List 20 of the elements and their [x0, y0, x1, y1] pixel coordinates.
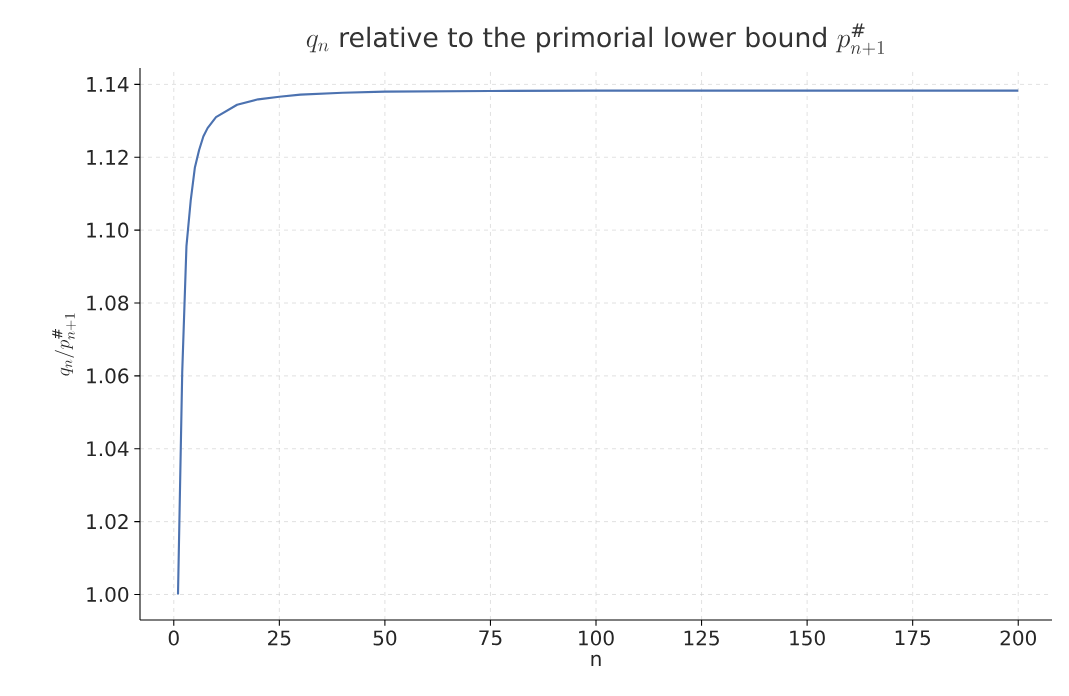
chart-title: $q_n \text{ relative to the primorial lower bound } p_{n+1}^{\#}$ — [306, 23, 885, 56]
y-tick-label: 1.04 — [87, 441, 129, 457]
x-axis-title: n — [591, 654, 601, 666]
y-tick-label: 1.14 — [87, 77, 129, 92]
x-tick-label: 50 — [373, 630, 397, 646]
x-tick-label: 200 — [1000, 630, 1036, 646]
x-tick-label: 25 — [268, 630, 291, 646]
x-tick-label: 100 — [579, 630, 614, 646]
y-axis-title: $q_n/p_{n+1}^{\#}$ — [52, 313, 76, 376]
y-tick-label: 1.10 — [87, 222, 129, 238]
x-tick-label: 175 — [895, 630, 931, 646]
x-tick-label: 0 — [168, 630, 179, 646]
y-tick-label: 1.06 — [87, 368, 129, 384]
y-tick-label: 1.02 — [87, 514, 128, 530]
y-tick-label: 1.12 — [87, 149, 128, 165]
x-tick-label: 125 — [684, 630, 719, 646]
x-tick-label: 75 — [479, 630, 502, 646]
x-tick-label: 150 — [790, 630, 825, 646]
y-tick-label: 1.08 — [87, 295, 129, 311]
y-tick-label: 1.00 — [87, 586, 129, 603]
